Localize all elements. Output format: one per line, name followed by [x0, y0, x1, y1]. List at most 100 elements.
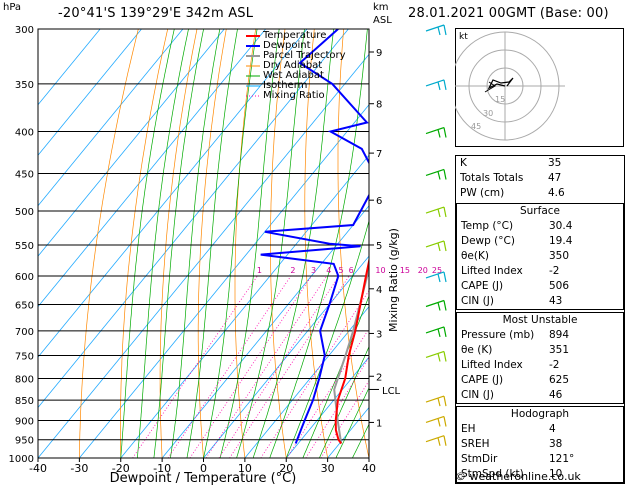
mixing-ratio-label: 3 — [311, 266, 316, 275]
mixing-ratio-label: 1 — [257, 266, 262, 275]
mixing-ratio-label: 2 — [290, 266, 295, 275]
mixing-ratio-label: 5 — [338, 266, 343, 275]
hodo-label: EH — [461, 423, 476, 435]
surface-label: θe(K) — [461, 250, 489, 262]
surface-row: θe(K) 350 — [457, 249, 623, 264]
wet-adiabat-line — [335, 387, 369, 458]
mixing-ratio-label: 4 — [326, 266, 331, 275]
surface-label: Dewp (°C) — [461, 235, 515, 247]
hpa-label: hPa — [3, 2, 22, 13]
km-tick-label: 3 — [376, 329, 382, 340]
temperature-line — [334, 257, 369, 445]
mu-row: θe (K) 351 — [457, 343, 623, 358]
x-tick-label: -10 — [153, 462, 171, 475]
pressure-tick-label: 900 — [15, 416, 34, 427]
mixing-ratio-label: 6 — [349, 266, 354, 275]
mixing-ratio-line — [167, 275, 292, 458]
hodo-row: StmDir 121° — [457, 452, 623, 467]
surface-row: Lifted Index -2 — [457, 264, 623, 279]
legend: Temperature Dewpoint Parcel Trajectory D… — [263, 31, 346, 101]
isotherm-line — [38, 29, 308, 358]
wind-barb — [425, 299, 447, 311]
wet-adiabat-line — [186, 29, 238, 458]
mu-label: θe (K) — [461, 344, 493, 356]
wind-barb — [425, 79, 447, 91]
pressure-tick-label: 950 — [15, 436, 34, 447]
index-label: PW (cm) — [460, 187, 505, 199]
hodo-value: 121° — [549, 453, 575, 465]
pressure-tick-label: 750 — [15, 351, 34, 362]
hodo-value: 10 — [549, 468, 563, 480]
x-tick-label: 10 — [238, 462, 252, 475]
index-row: Totals Totals 47 — [456, 171, 624, 186]
isotherm-line — [79, 104, 369, 458]
isotherm-line — [285, 356, 369, 458]
km-tick-label: 2 — [376, 372, 382, 383]
storm-motion-marker — [484, 81, 496, 93]
x-tick-label: 0 — [200, 462, 207, 475]
hodo-row: SREH 38 — [457, 437, 623, 452]
legend-wet-adiabat: Wet Adiabat — [263, 70, 324, 81]
mu-label: Pressure (mb) — [461, 329, 535, 341]
pressure-tick-label: 650 — [15, 301, 34, 312]
hodo-row: EH 4 — [457, 422, 623, 437]
legend-parcel: Parcel Trajectory — [263, 50, 346, 61]
pressure-tick-label: 300 — [15, 25, 34, 36]
x-tick-label: 20 — [279, 462, 293, 475]
km-tick-label: 6 — [376, 196, 382, 207]
wind-barb — [425, 326, 447, 338]
most-unstable-title: Most Unstable — [502, 314, 578, 326]
isotherm-line — [38, 29, 225, 257]
wind-barb — [425, 271, 447, 283]
surface-value: 350 — [549, 250, 570, 262]
isotherm-line — [38, 29, 184, 207]
surface-value: 30.4 — [549, 220, 573, 232]
pressure-tick-label: 550 — [15, 241, 34, 252]
index-value: 35 — [548, 157, 562, 169]
legend-mixing-ratio: Mixing Ratio — [263, 90, 325, 101]
surface-section: Surface Temp (°C) 30.4 Dewp (°C) 19.4 θe(K… — [456, 203, 624, 310]
wind-barb — [425, 395, 447, 407]
hodograph-ring-label: 15 — [495, 95, 505, 104]
surface-value: 19.4 — [549, 235, 573, 247]
surface-row: Temp (°C) 30.4 — [457, 219, 623, 234]
datetime-title: 28.01.2021 00GMT (Base: 00) — [408, 6, 609, 21]
km-tick-label: 9 — [376, 48, 382, 59]
mixing-ratio-line — [320, 379, 369, 458]
copyright[interactable]: © weatheronline.co.uk — [455, 470, 581, 483]
wind-barb — [425, 435, 447, 446]
dry-adiabat-line — [79, 29, 139, 458]
mu-row: CIN (J) 46 — [457, 388, 623, 403]
isotherm-line — [38, 29, 142, 156]
legend-temperature: Temperature — [263, 30, 327, 41]
isotherm-line — [244, 305, 369, 458]
surface-label: CIN (J) — [461, 295, 494, 307]
index-row: PW (cm) 4.6 — [456, 186, 624, 201]
indices-panel: K 35 Totals Totals 47 PW (cm) 4.6 Surfac… — [455, 155, 625, 484]
wind-barb — [425, 24, 447, 36]
index-value: 47 — [548, 172, 562, 184]
mu-row: Pressure (mb) 894 — [457, 328, 623, 343]
mu-value: 46 — [549, 389, 563, 401]
hodograph-title: Hodograph — [510, 408, 570, 420]
hodograph-trace — [487, 77, 514, 90]
pressure-tick-label: 350 — [15, 80, 34, 91]
pressure-tick-label: 500 — [15, 207, 34, 218]
x-tick-label: 30 — [321, 462, 335, 475]
mu-value: 894 — [549, 329, 570, 341]
km-tick-label: 4 — [376, 285, 382, 296]
km-tick-label: 1 — [376, 418, 382, 429]
hodo-label: SREH — [461, 438, 490, 450]
index-label: K — [460, 157, 467, 169]
legend-dewpoint: Dewpoint — [263, 40, 311, 51]
mixing-ratio-label: 20 — [418, 266, 428, 275]
pressure-tick-label: 800 — [15, 374, 34, 385]
dry-adiabat-line — [197, 29, 227, 458]
index-row: K 35 — [456, 156, 624, 171]
isotherm-line — [38, 29, 101, 106]
x-tick-label: 40 — [362, 462, 376, 475]
surface-label: CAPE (J) — [461, 280, 504, 292]
hodograph: kt 15 30 45 — [455, 28, 624, 147]
mu-value: 625 — [549, 374, 570, 386]
surface-label: Temp (°C) — [461, 220, 514, 232]
